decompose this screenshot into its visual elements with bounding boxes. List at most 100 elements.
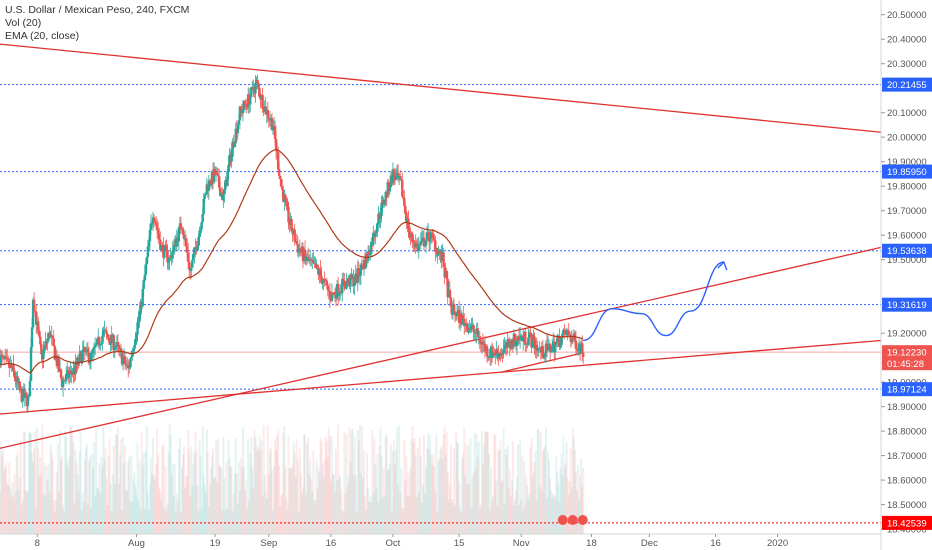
volume-bar (555, 456, 558, 534)
volume-bar (32, 462, 35, 534)
volume-bar (38, 476, 41, 534)
candle-body (481, 341, 485, 345)
candle-body (506, 339, 509, 348)
candle-body (42, 349, 45, 360)
volume-bar (388, 463, 391, 534)
candle-body (87, 352, 91, 364)
candle-body (200, 222, 203, 230)
volume-bar (215, 440, 218, 534)
candle-body (43, 346, 46, 350)
candle-body (40, 344, 43, 355)
candle-body (372, 232, 375, 246)
projection-arrowhead (717, 260, 728, 271)
volume-bar (124, 445, 127, 534)
volume-bar (572, 436, 575, 534)
volume-bar (50, 452, 53, 534)
volume-bar (125, 490, 128, 534)
volume-bar (241, 427, 244, 534)
volume-bar (544, 426, 547, 534)
candle-body (172, 245, 175, 251)
volume-bar (481, 464, 484, 534)
volume-bar (332, 474, 335, 534)
candle-body (165, 246, 168, 251)
candle-body (401, 179, 404, 197)
volume-bar (340, 489, 343, 534)
volume-bar (326, 457, 329, 534)
candle-body (18, 381, 21, 391)
time-tick-label: 15 (454, 538, 465, 549)
candle-body (387, 182, 390, 192)
candle-body (560, 337, 563, 346)
volume-bar (74, 449, 77, 534)
candle-body (8, 360, 11, 368)
volume-bar (569, 448, 572, 534)
candle-body (123, 356, 127, 365)
candle-body (182, 234, 186, 239)
candle-body (102, 330, 105, 336)
ema-indicator-label: EMA (20, close) (5, 30, 80, 42)
time-tick-label: Oct (386, 538, 401, 549)
volume-bar (219, 466, 222, 534)
volume-bar (480, 430, 483, 534)
candle-body (388, 187, 392, 192)
candle-body (392, 169, 396, 177)
volume-bar (231, 510, 234, 534)
volume-bar (343, 431, 346, 534)
volume-bar (514, 490, 517, 534)
price-tick-label: 18.90000 (887, 402, 927, 413)
candle-body (570, 337, 574, 343)
candle-body (546, 344, 550, 351)
candle-body (368, 254, 372, 256)
candle-body (143, 274, 146, 281)
volume-bar (473, 432, 476, 534)
volume-bar (7, 485, 10, 534)
candle-body (325, 280, 328, 286)
volume-bar (315, 459, 318, 534)
volume-bar (535, 500, 538, 534)
candle-body (380, 202, 383, 216)
volume-bar (304, 434, 307, 534)
volume-bar (536, 428, 539, 534)
candle-body (129, 358, 132, 368)
volume-bar (463, 427, 466, 534)
candle-body (360, 264, 364, 268)
volume-bar (82, 501, 85, 534)
candle-body (345, 280, 348, 289)
candle-body (261, 95, 264, 110)
volume-bar (475, 433, 478, 534)
candle-body (343, 280, 346, 287)
candle-body (384, 191, 387, 202)
volume-bar (15, 456, 18, 534)
level-price-tag-label: 18.97124 (887, 385, 927, 396)
volume-bar (394, 464, 397, 534)
candle-body (508, 340, 511, 348)
candle-body (420, 238, 424, 242)
candle-body (166, 250, 169, 263)
volume-bar (443, 425, 446, 534)
volume-bar (451, 502, 454, 534)
volume-bar (408, 495, 411, 534)
candle-body (215, 172, 219, 175)
volume-bar (260, 440, 263, 534)
volume-bar (498, 450, 501, 534)
volume-bar (338, 477, 341, 534)
volume-bar (111, 474, 114, 534)
candle-body (164, 245, 167, 247)
candle-body (448, 289, 452, 298)
volume-bar (417, 492, 420, 534)
candle-body (324, 279, 327, 281)
volume-bar (521, 455, 524, 534)
candle-body (364, 254, 368, 268)
candle-body (285, 199, 288, 202)
candle-body (24, 392, 28, 396)
candle-body (239, 106, 243, 110)
volume-bar (27, 433, 30, 534)
volume-bar (476, 457, 479, 534)
price-tick-label: 19.60000 (887, 231, 927, 242)
volume-bar (409, 468, 412, 534)
volume-bar (165, 511, 168, 534)
volume-bar (198, 439, 201, 534)
volume-bar (291, 464, 294, 534)
candle-body (449, 297, 453, 307)
